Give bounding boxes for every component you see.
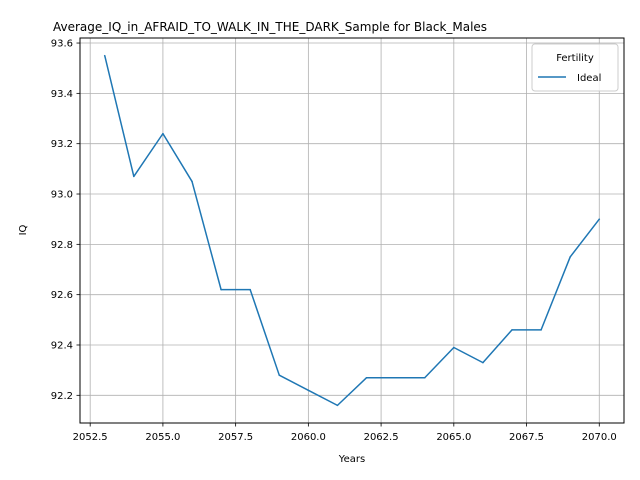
- data-point: [423, 376, 426, 379]
- y-axis-ticks: 92.2 92.4 92.6 92.8 93.0 93.2 93.4 93.6: [51, 39, 80, 402]
- x-tick-label: 2060.0: [291, 432, 326, 443]
- data-point: [511, 329, 513, 331]
- data-point: [162, 132, 164, 135]
- x-tick-label: 2070.0: [582, 432, 617, 443]
- data-point: [307, 389, 310, 392]
- x-axis-label: Years: [338, 454, 365, 465]
- y-tick-label: 92.8: [51, 240, 73, 251]
- series-line-ideal: [104, 55, 600, 407]
- data-point: [453, 346, 455, 349]
- x-tick-label: 2062.5: [364, 432, 399, 443]
- data-point: [278, 374, 281, 376]
- y-tick-label: 93.6: [51, 39, 73, 50]
- y-tick-label: 93.4: [51, 89, 73, 100]
- data-point: [133, 175, 135, 178]
- x-axis-ticks: 2052.5 2055.0 2057.5 2060.0 2062.5 2065.0 2067…: [73, 423, 617, 443]
- data-point: [598, 218, 601, 220]
- x-tick-label: 2067.5: [509, 432, 544, 443]
- data-point: [220, 288, 222, 291]
- legend-title: Fertility: [556, 53, 594, 64]
- x-tick-label: 2055.0: [145, 432, 180, 443]
- data-point: [336, 404, 339, 407]
- data-point: [540, 329, 542, 331]
- legend-box: [531, 43, 619, 92]
- x-tick-label: 2057.5: [218, 432, 253, 443]
- legend: Fertility Ideal: [531, 43, 619, 92]
- plot-frame: [79, 37, 625, 424]
- grid: [80, 38, 624, 423]
- y-tick-label: 93.0: [51, 190, 73, 201]
- y-tick-label: 92.2: [51, 391, 73, 402]
- data-point: [569, 256, 571, 258]
- legend-entry-label: Ideal: [577, 73, 601, 84]
- data-point: [482, 361, 484, 364]
- y-tick-label: 93.2: [51, 139, 73, 150]
- series-layer: [103, 54, 601, 407]
- y-tick-label: 92.4: [51, 340, 73, 351]
- data-point: [365, 376, 368, 379]
- data-point: [394, 376, 397, 379]
- data-point: [103, 54, 106, 57]
- y-tick-label: 92.6: [51, 290, 73, 301]
- x-tick-label: 2052.5: [73, 432, 108, 443]
- data-point: [249, 288, 251, 291]
- chart-title: Average_IQ_in_AFRAID_TO_WALK_IN_THE_DARK…: [53, 20, 487, 34]
- y-axis-label: IQ: [18, 224, 29, 235]
- data-point: [191, 180, 193, 183]
- x-tick-label: 2065.0: [436, 432, 471, 443]
